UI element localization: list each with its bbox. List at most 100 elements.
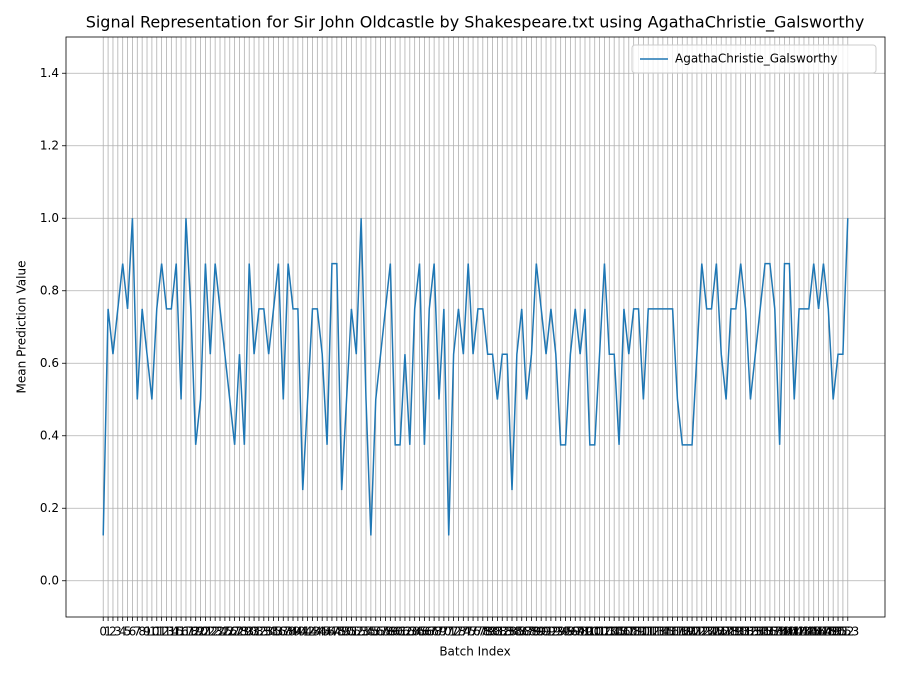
x-tick-label: 130 bbox=[724, 625, 747, 639]
x-tick-label: 84 bbox=[504, 625, 519, 639]
x-tick-label: 112 bbox=[637, 625, 660, 639]
x-tick-label: 101 bbox=[583, 625, 606, 639]
legend-label: AgathaChristie_Galsworthy bbox=[675, 52, 838, 66]
x-tick-label: 140 bbox=[773, 625, 796, 639]
x-tick-label: 111 bbox=[632, 625, 655, 639]
x-tick-label: 89 bbox=[529, 625, 544, 639]
x-tick-label: 94 bbox=[553, 625, 568, 639]
x-tick-label: 146 bbox=[802, 625, 825, 639]
y-axis-label: Mean Prediction Value bbox=[15, 261, 29, 394]
x-tick-label: 91 bbox=[538, 625, 553, 639]
x-tick-label: 142 bbox=[783, 625, 806, 639]
x-tick-label: 136 bbox=[754, 625, 777, 639]
x-tick-label: 149 bbox=[817, 625, 840, 639]
x-tick-label: 29 bbox=[237, 625, 252, 639]
x-tick-label: 70 bbox=[436, 625, 451, 639]
x-tick-label: 104 bbox=[598, 625, 621, 639]
x-tick-label: 139 bbox=[768, 625, 791, 639]
x-tick-label: 138 bbox=[763, 625, 786, 639]
x-tick-label: 15 bbox=[169, 625, 184, 639]
x-tick-label: 122 bbox=[685, 625, 708, 639]
x-tick-label: 118 bbox=[666, 625, 689, 639]
x-tick-label: 134 bbox=[744, 625, 767, 639]
x-tick-label: 100 bbox=[578, 625, 601, 639]
x-tick-label: 80 bbox=[485, 625, 500, 639]
x-tick-label: 87 bbox=[519, 625, 534, 639]
y-tick-label: 1.0 bbox=[40, 211, 59, 225]
x-tick-label: 99 bbox=[577, 625, 592, 639]
x-tick-label: 90 bbox=[534, 625, 549, 639]
legend: AgathaChristie_Galsworthy bbox=[631, 44, 877, 74]
x-tick-label: 48 bbox=[329, 625, 344, 639]
x-tick-label: 0 bbox=[99, 625, 107, 639]
x-tick-label: 106 bbox=[608, 625, 631, 639]
x-tick-label: 120 bbox=[676, 625, 699, 639]
x-tick-label: 98 bbox=[572, 625, 587, 639]
y-tick-label: 1.2 bbox=[40, 138, 59, 152]
x-tick-label: 20 bbox=[193, 625, 208, 639]
x-tick-label: 16 bbox=[173, 625, 188, 639]
x-tick-label: 63 bbox=[402, 625, 417, 639]
x-tick-label: 3 bbox=[114, 625, 122, 639]
x-tick-label: 71 bbox=[441, 625, 456, 639]
x-tick-label: 10 bbox=[144, 625, 159, 639]
x-tick-label: 119 bbox=[671, 625, 694, 639]
x-tick-label: 129 bbox=[720, 625, 743, 639]
x-tick-label: 21 bbox=[198, 625, 213, 639]
x-tick-label: 143 bbox=[788, 625, 811, 639]
x-tick-label: 45 bbox=[315, 625, 330, 639]
x-tick-label: 58 bbox=[378, 625, 393, 639]
y-tick-label: 0.6 bbox=[40, 356, 59, 370]
x-tick-label: 64 bbox=[407, 625, 422, 639]
x-tick-label: 75 bbox=[461, 625, 476, 639]
x-tick-label: 82 bbox=[495, 625, 510, 639]
x-tick-label: 34 bbox=[261, 625, 276, 639]
x-tick-label: 135 bbox=[749, 625, 772, 639]
x-tick-label: 28 bbox=[232, 625, 247, 639]
x-tick-label: 23 bbox=[208, 625, 223, 639]
x-tick-label: 18 bbox=[183, 625, 198, 639]
x-tick-label: 32 bbox=[251, 625, 266, 639]
data-line bbox=[102, 218, 849, 536]
x-tick-label: 39 bbox=[285, 625, 300, 639]
x-tick-label: 1 bbox=[104, 625, 112, 639]
x-tick-label: 51 bbox=[344, 625, 359, 639]
x-tick-label: 96 bbox=[563, 625, 578, 639]
x-tick-label: 148 bbox=[812, 625, 835, 639]
x-tick-label: 36 bbox=[271, 625, 286, 639]
x-tick-label: 151 bbox=[827, 625, 850, 639]
x-tick-label: 8 bbox=[138, 625, 146, 639]
y-tick-label: 0.0 bbox=[40, 573, 59, 587]
x-tick-label: 12 bbox=[154, 625, 169, 639]
x-tick-label: 5 bbox=[124, 625, 132, 639]
x-tick-label: 124 bbox=[695, 625, 718, 639]
x-tick-label: 30 bbox=[242, 625, 257, 639]
x-tick-label: 107 bbox=[612, 625, 635, 639]
x-tick-label: 152 bbox=[831, 625, 854, 639]
x-tick-label: 105 bbox=[603, 625, 626, 639]
x-tick-label: 19 bbox=[188, 625, 203, 639]
x-tick-label: 66 bbox=[417, 625, 432, 639]
x-tick-label: 153 bbox=[836, 625, 859, 639]
x-tick-label: 67 bbox=[422, 625, 437, 639]
x-tick-label: 83 bbox=[499, 625, 514, 639]
x-tick-label: 14 bbox=[164, 625, 179, 639]
y-tick-label: 0.4 bbox=[40, 428, 59, 442]
x-tick-label: 115 bbox=[651, 625, 674, 639]
x-tick-label: 137 bbox=[758, 625, 781, 639]
x-tick-label: 46 bbox=[319, 625, 334, 639]
x-tick-label: 56 bbox=[368, 625, 383, 639]
x-tick-label: 11 bbox=[149, 625, 164, 639]
x-tick-label: 125 bbox=[700, 625, 723, 639]
x-tick-label: 116 bbox=[656, 625, 679, 639]
x-tick-label: 44 bbox=[310, 625, 325, 639]
x-tick-label: 2 bbox=[109, 625, 117, 639]
x-tick-label: 108 bbox=[617, 625, 640, 639]
x-tick-label: 54 bbox=[358, 625, 373, 639]
x-tick-label: 114 bbox=[647, 625, 670, 639]
x-tick-label: 77 bbox=[470, 625, 485, 639]
x-tick-label: 150 bbox=[822, 625, 845, 639]
plot-frame bbox=[65, 36, 886, 618]
x-tick-label: 88 bbox=[524, 625, 539, 639]
